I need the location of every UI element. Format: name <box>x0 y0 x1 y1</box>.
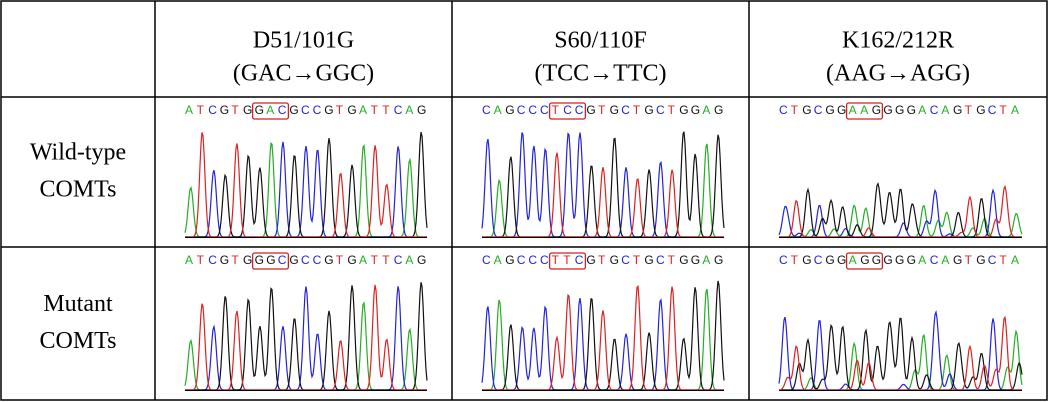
codon-box <box>251 252 290 270</box>
column-codon: (AAG→AGG) <box>826 61 970 87</box>
trace <box>185 284 427 391</box>
column-name: S60/110F <box>554 28 646 54</box>
row-label: Mutant <box>43 291 113 317</box>
codon-box <box>548 102 587 120</box>
codon-box <box>548 252 587 270</box>
trace <box>779 317 1023 391</box>
trace <box>481 132 724 238</box>
trace <box>482 143 724 238</box>
codon-box <box>845 102 884 120</box>
row-label: COMTs <box>39 177 116 203</box>
trace <box>779 182 1022 238</box>
column-name: K162/212R <box>842 28 954 54</box>
column-name: D51/101G <box>253 28 354 54</box>
row-label: COMTs <box>39 328 116 354</box>
codon-box <box>251 102 290 120</box>
trace <box>482 131 725 238</box>
row-label: Wild-type <box>30 140 126 166</box>
trace <box>778 188 1022 238</box>
column-codon: (TCC→TTC) <box>535 61 667 87</box>
column-codon: (GAC→GGC) <box>233 61 374 87</box>
codon-box <box>845 252 884 270</box>
